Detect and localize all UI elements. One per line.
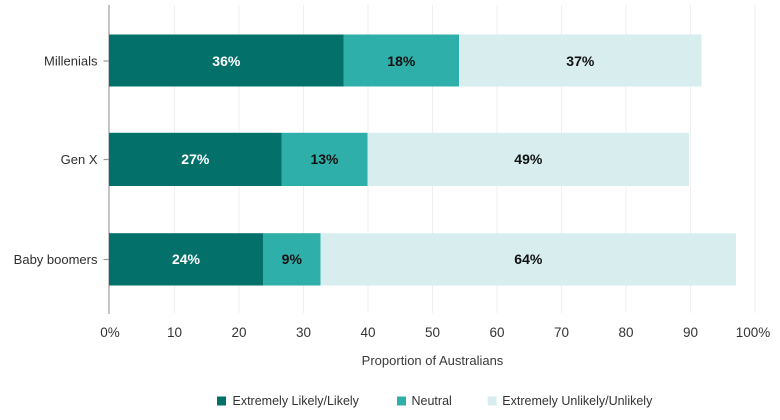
svg-text:Proportion of Australians: Proportion of Australians [362, 353, 504, 368]
svg-text:27%: 27% [181, 151, 210, 167]
svg-text:40: 40 [360, 325, 375, 340]
svg-text:Gen X: Gen X [61, 152, 98, 167]
svg-text:80: 80 [618, 325, 633, 340]
svg-text:90: 90 [683, 325, 698, 340]
svg-text:49%: 49% [514, 151, 543, 167]
svg-text:18%: 18% [387, 53, 416, 69]
svg-text:24%: 24% [172, 251, 201, 267]
svg-text:60: 60 [489, 325, 504, 340]
svg-text:70: 70 [554, 325, 569, 340]
svg-text:64%: 64% [514, 251, 543, 267]
svg-text:10: 10 [167, 325, 182, 340]
svg-text:100%: 100% [736, 325, 771, 340]
svg-text:Extremely Unlikely/Unlikely: Extremely Unlikely/Unlikely [502, 394, 653, 408]
svg-text:20: 20 [231, 325, 246, 340]
svg-text:Extremely Likely/Likely: Extremely Likely/Likely [233, 394, 360, 408]
svg-text:30: 30 [296, 325, 311, 340]
svg-text:Millenials: Millenials [44, 54, 98, 69]
svg-text:9%: 9% [282, 251, 303, 267]
svg-text:Neutral: Neutral [412, 394, 452, 408]
svg-text:0%: 0% [100, 325, 120, 340]
svg-text:Baby boomers: Baby boomers [14, 252, 98, 267]
svg-text:13%: 13% [310, 151, 339, 167]
svg-text:50: 50 [425, 325, 440, 340]
svg-text:37%: 37% [566, 53, 595, 69]
svg-text:36%: 36% [212, 53, 241, 69]
